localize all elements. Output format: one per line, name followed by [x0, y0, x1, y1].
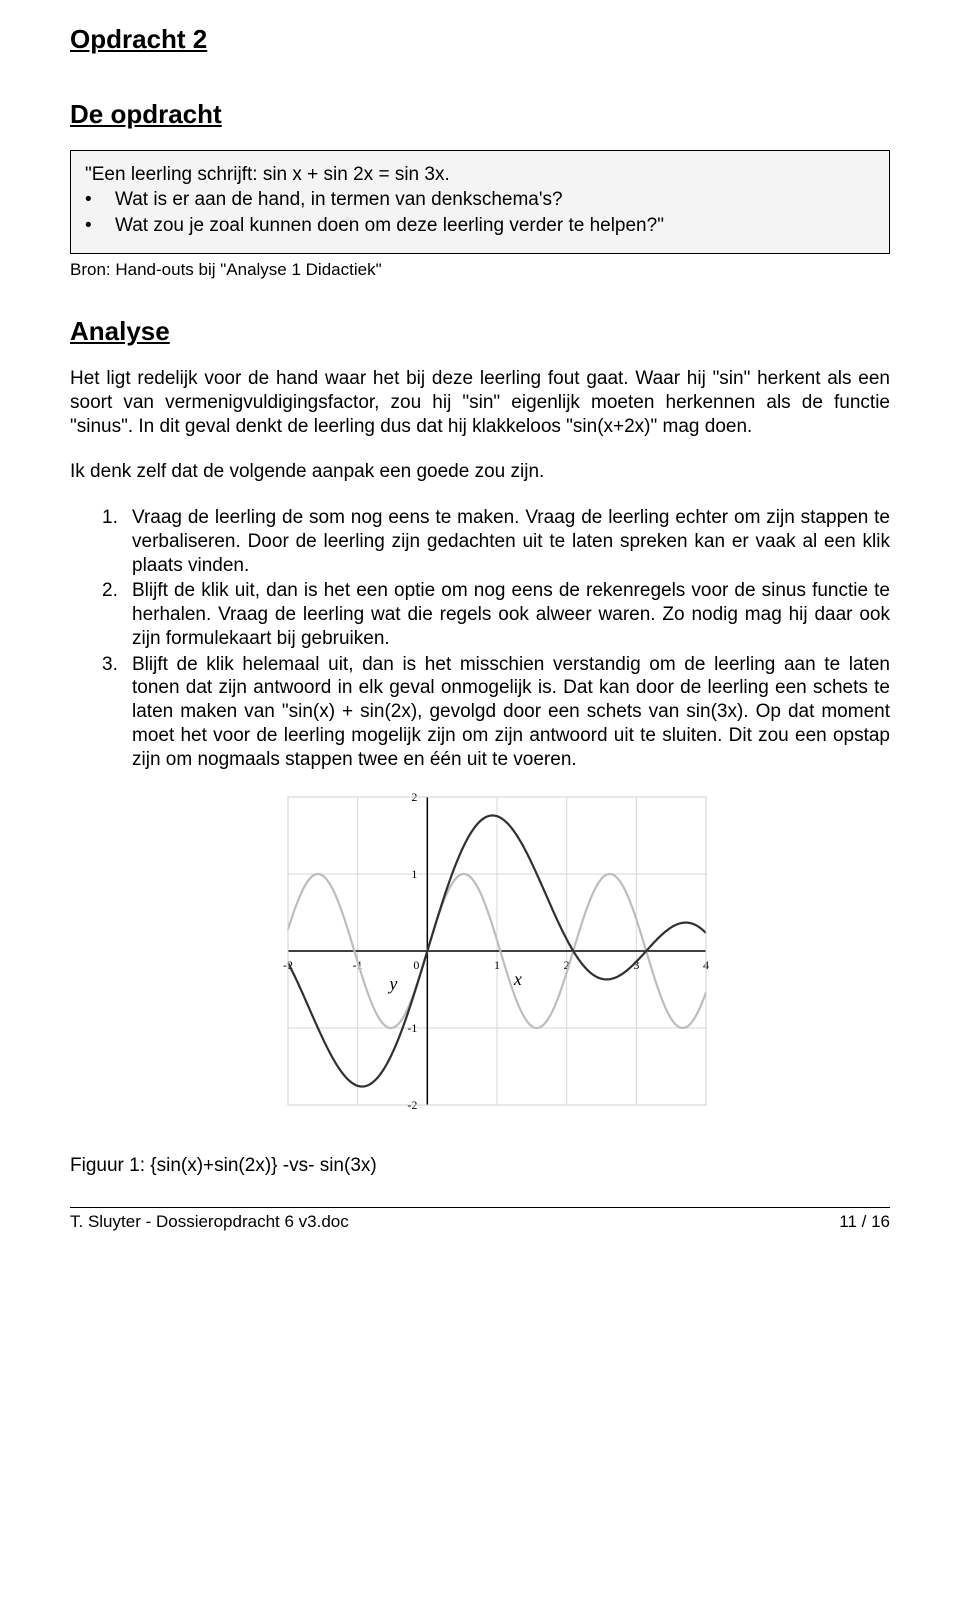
figure-caption: Figuur 1: {sin(x)+sin(2x)} -vs- sin(3x): [70, 1155, 890, 1177]
list-number: 3.: [102, 653, 132, 772]
numbered-list: 1. Vraag de leerling de som nog eens te …: [70, 506, 890, 771]
assignment-box: "Een leerling schrijft: sin x + sin 2x =…: [70, 150, 890, 254]
list-text: Blijft de klik uit, dan is het een optie…: [132, 579, 890, 650]
list-number: 1.: [102, 506, 132, 577]
section-title-assignment: De opdracht: [70, 99, 890, 130]
assignment-bullet-text: Wat is er aan de hand, in termen van den…: [115, 188, 563, 213]
bullet-dot-icon: •: [85, 188, 115, 213]
assignment-bullet-text: Wat zou je zoal kunnen doen om deze leer…: [115, 214, 664, 239]
paragraph: Het ligt redelijk voor de hand waar het …: [70, 367, 890, 438]
svg-text:y: y: [387, 974, 397, 994]
list-item: 1. Vraag de leerling de som nog eens te …: [102, 506, 890, 577]
page-footer: T. Sluyter - Dossieropdracht 6 v3.doc 11…: [70, 1207, 890, 1232]
list-item: 3. Blijft de klik helemaal uit, dan is h…: [102, 653, 890, 772]
assignment-bullet: • Wat zou je zoal kunnen doen om deze le…: [85, 214, 875, 239]
footer-left: T. Sluyter - Dossieropdracht 6 v3.doc: [70, 1212, 349, 1232]
source-line: Bron: Hand-outs bij "Analyse 1 Didactiek…: [70, 260, 890, 280]
list-item: 2. Blijft de klik uit, dan is het een op…: [102, 579, 890, 650]
svg-text:0: 0: [413, 958, 419, 972]
list-text: Vraag de leerling de som nog eens te mak…: [132, 506, 890, 577]
footer-right: 11 / 16: [839, 1212, 890, 1232]
chart-container: -2-101234-2-112xy: [70, 781, 890, 1141]
list-text: Blijft de klik helemaal uit, dan is het …: [132, 653, 890, 772]
list-number: 2.: [102, 579, 132, 650]
assignment-bullet: • Wat is er aan de hand, in termen van d…: [85, 188, 875, 213]
paragraph: Ik denk zelf dat de volgende aanpak een …: [70, 460, 890, 484]
svg-text:1: 1: [411, 867, 417, 881]
page: Opdracht 2 De opdracht "Een leerling sch…: [0, 0, 960, 1621]
sine-chart: -2-101234-2-112xy: [240, 781, 720, 1141]
svg-text:x: x: [513, 969, 522, 989]
assignment-intro: "Een leerling schrijft: sin x + sin 2x =…: [85, 163, 875, 188]
page-title: Opdracht 2: [70, 24, 890, 55]
section-title-analysis: Analyse: [70, 316, 890, 347]
bullet-dot-icon: •: [85, 214, 115, 239]
svg-text:1: 1: [494, 958, 500, 972]
svg-text:-1: -1: [407, 1021, 417, 1035]
